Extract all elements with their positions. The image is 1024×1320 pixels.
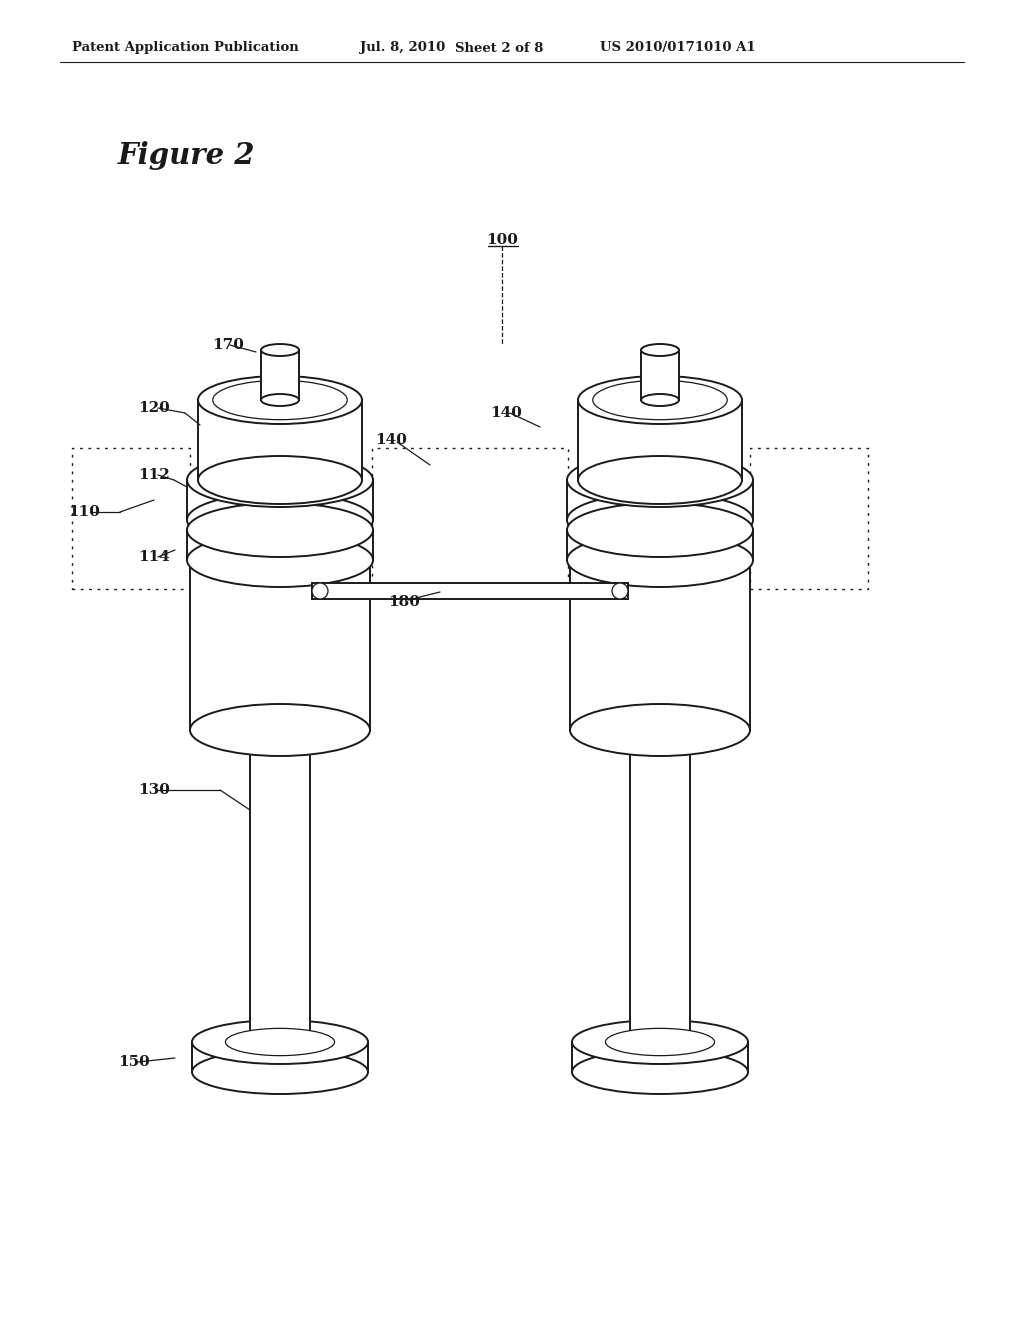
Ellipse shape: [572, 1049, 748, 1094]
Bar: [250, 730, 310, 1041]
Ellipse shape: [605, 1028, 715, 1056]
Text: 170: 170: [212, 338, 244, 352]
Text: Jul. 8, 2010: Jul. 8, 2010: [360, 41, 445, 54]
Ellipse shape: [593, 380, 727, 420]
Bar: [198, 400, 362, 480]
Text: 130: 130: [138, 783, 170, 797]
Bar: [630, 730, 690, 1041]
Bar: [641, 350, 679, 400]
Ellipse shape: [641, 345, 679, 356]
Ellipse shape: [641, 393, 679, 407]
Text: 120: 120: [138, 401, 170, 414]
Bar: [572, 1041, 748, 1072]
Ellipse shape: [567, 503, 753, 557]
Bar: [567, 480, 753, 520]
Bar: [193, 1041, 368, 1072]
Ellipse shape: [567, 453, 753, 507]
Ellipse shape: [630, 1034, 690, 1051]
Bar: [567, 531, 753, 560]
Ellipse shape: [190, 704, 370, 756]
Text: Patent Application Publication: Patent Application Publication: [72, 41, 299, 54]
Bar: [750, 447, 868, 589]
Ellipse shape: [578, 376, 742, 424]
Ellipse shape: [312, 583, 328, 599]
Bar: [187, 531, 373, 560]
Ellipse shape: [187, 533, 373, 587]
Ellipse shape: [578, 455, 742, 504]
Bar: [570, 531, 750, 730]
Text: 140: 140: [375, 433, 407, 447]
Text: 110: 110: [68, 506, 100, 519]
Ellipse shape: [572, 1020, 748, 1064]
Ellipse shape: [193, 1049, 368, 1094]
Ellipse shape: [187, 492, 373, 546]
Text: 100: 100: [486, 234, 518, 247]
Ellipse shape: [225, 1028, 335, 1056]
Ellipse shape: [187, 453, 373, 507]
Ellipse shape: [261, 345, 299, 356]
Bar: [261, 350, 299, 400]
Bar: [372, 447, 568, 589]
Text: 114: 114: [138, 550, 170, 564]
Ellipse shape: [630, 721, 690, 739]
Ellipse shape: [567, 533, 753, 587]
Ellipse shape: [570, 504, 750, 556]
Text: 150: 150: [118, 1055, 150, 1069]
Ellipse shape: [190, 504, 370, 556]
Text: 180: 180: [388, 595, 420, 609]
Text: Sheet 2 of 8: Sheet 2 of 8: [455, 41, 544, 54]
Ellipse shape: [198, 376, 362, 424]
Ellipse shape: [261, 393, 299, 407]
Bar: [312, 583, 628, 599]
Ellipse shape: [198, 455, 362, 504]
Bar: [578, 400, 742, 480]
Ellipse shape: [612, 583, 628, 599]
Ellipse shape: [193, 1020, 368, 1064]
Text: Figure 2: Figure 2: [118, 140, 256, 169]
Text: 140: 140: [490, 407, 522, 420]
Ellipse shape: [241, 388, 319, 412]
Ellipse shape: [621, 388, 699, 412]
Bar: [72, 447, 190, 589]
Bar: [187, 480, 373, 520]
Ellipse shape: [570, 704, 750, 756]
Ellipse shape: [187, 503, 373, 557]
Text: US 2010/0171010 A1: US 2010/0171010 A1: [600, 41, 756, 54]
Ellipse shape: [250, 721, 310, 739]
Ellipse shape: [250, 1034, 310, 1051]
Ellipse shape: [567, 492, 753, 546]
Bar: [190, 531, 370, 730]
Text: 112: 112: [138, 469, 170, 482]
Ellipse shape: [213, 380, 347, 420]
